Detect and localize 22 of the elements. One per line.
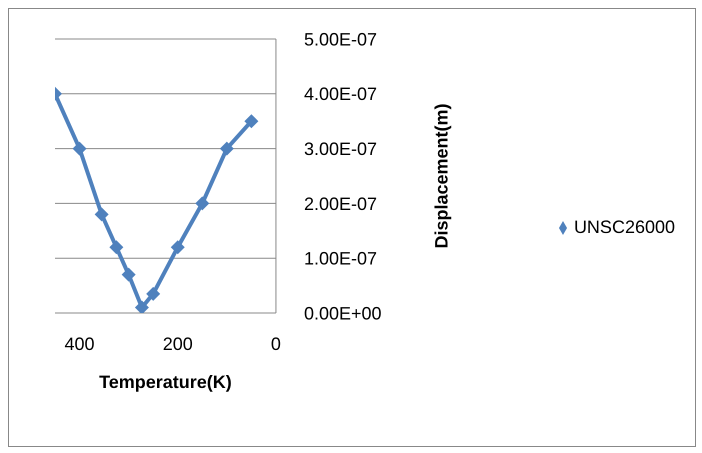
point <box>94 207 109 222</box>
x-tick-label: 400 <box>64 334 95 354</box>
point <box>195 196 210 210</box>
y-axis-title: Displacement(m) <box>431 103 452 249</box>
y-tick-label: 3.00E-07 <box>304 138 377 159</box>
point <box>122 268 136 282</box>
y-tick-label: 0.00E+00 <box>304 303 382 324</box>
point <box>134 300 149 313</box>
point <box>170 240 185 254</box>
point <box>244 114 258 128</box>
point <box>220 142 234 156</box>
point <box>109 240 124 254</box>
x-tick-label: 0 <box>270 334 281 354</box>
y-tick-label: 1.00E-07 <box>304 248 377 269</box>
point <box>146 286 160 301</box>
x-tick-label: 200 <box>162 334 193 354</box>
x-axis-title: Temperature(K) <box>99 372 232 392</box>
point <box>72 142 87 156</box>
y-tick-label: 5.00E-07 <box>304 29 377 50</box>
y-tick-label: 2.00E-07 <box>304 194 377 214</box>
legend-label: UNSC26000 <box>574 217 675 237</box>
y-tick-label: 4.00E-07 <box>304 84 377 104</box>
